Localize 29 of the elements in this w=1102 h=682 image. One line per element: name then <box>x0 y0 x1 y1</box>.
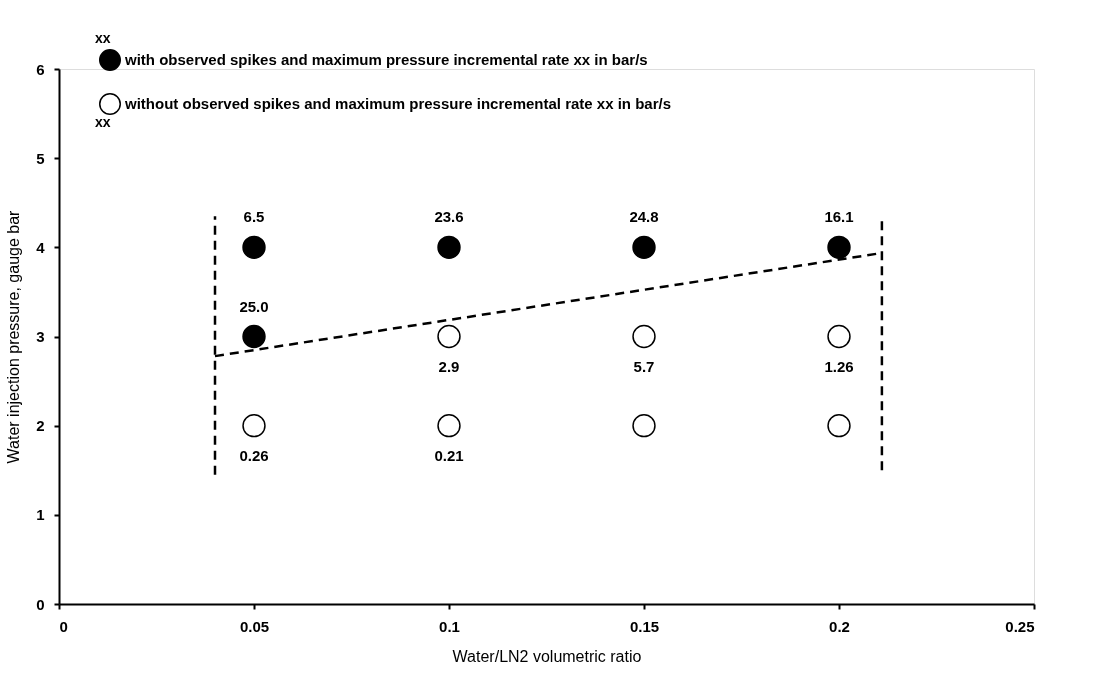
y-tick-label: 2 <box>36 417 45 435</box>
x-tick-label: 0.15 <box>629 617 660 635</box>
annotation: 23.6 <box>434 208 464 226</box>
annotation: 0.26 <box>239 446 269 464</box>
annotation: 1.26 <box>824 357 854 375</box>
legend-label: with observed spikes and maximum pressure incremental rate xx in bar/s <box>124 51 648 68</box>
y-tick-label: 4 <box>36 238 46 256</box>
y-tick-label: 3 <box>36 328 45 345</box>
x-tick-label: 0.05 <box>239 617 270 635</box>
legend-label: without observed spikes and maximum pressure incremental rate xx in bar/s <box>124 95 672 112</box>
annotation: 0.21 <box>434 446 464 464</box>
annotation: 16.1 <box>824 208 854 226</box>
y-tick-label: 0 <box>36 595 45 613</box>
x-tick-label: 0.2 <box>829 617 850 635</box>
x-tick-label: 0 <box>59 617 68 635</box>
annotation: 25.0 <box>239 297 269 315</box>
y-tick-label: 5 <box>36 149 45 167</box>
annotation: 2.9 <box>438 357 460 375</box>
y-axis-title: Water injection pressure, gauge bar <box>5 209 23 464</box>
y-tick-label: 6 <box>36 60 45 78</box>
x-tick-label: 0.1 <box>439 617 460 635</box>
x-tick-label: 0.25 <box>1005 617 1035 635</box>
y-tick-label: 1 <box>36 506 45 524</box>
annotation: 6.5 <box>243 208 265 226</box>
annotation: xx <box>95 114 111 130</box>
text: xx <box>95 30 111 46</box>
annotation: 24.8 <box>629 208 659 226</box>
x-axis-title: Water/LN2 volumetric ratio <box>452 647 642 665</box>
annotation: 5.7 <box>633 357 655 375</box>
